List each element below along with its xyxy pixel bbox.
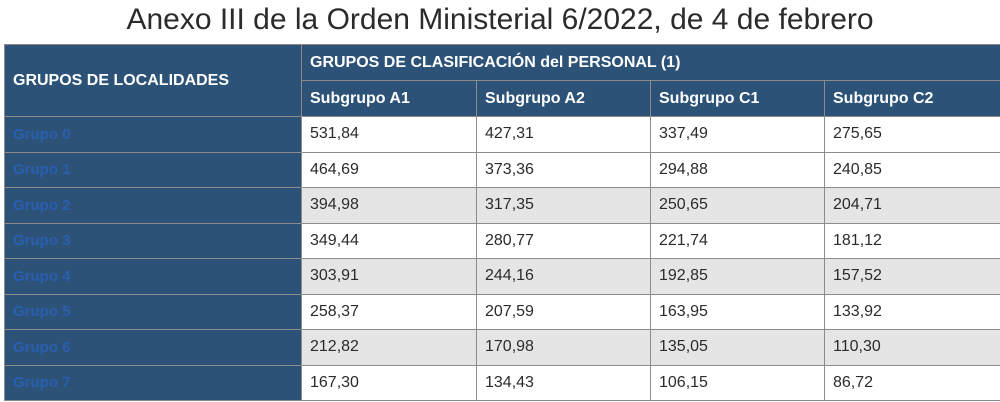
table-cell: 317,35: [476, 187, 651, 224]
table-cell: 204,71: [823, 187, 1000, 224]
table-cell: 531,84: [301, 116, 477, 153]
table-row-grupo-4: Grupo 4 303,91 244,16 192,85 157,52: [4, 258, 1000, 295]
table-row-grupo-0: Grupo 0 531,84 427,31 337,49 275,65: [4, 116, 1000, 153]
allowance-table: GRUPOS DE LOCALIDADES GRUPOS DE CLASIFIC…: [4, 44, 1000, 401]
table-cell: 170,98: [476, 329, 651, 366]
row-label[interactable]: Grupo 0: [4, 116, 302, 153]
table-cell: 373,36: [476, 151, 651, 188]
header-grupos-clasificacion: GRUPOS DE CLASIFICACIÓN del PERSONAL (1): [300, 44, 1000, 81]
row-label[interactable]: Grupo 4: [4, 258, 302, 295]
row-label[interactable]: Grupo 6: [4, 329, 302, 366]
table-cell: 207,59: [476, 293, 651, 330]
column-header-subgrupo-a2: Subgrupo A2: [476, 80, 651, 117]
table-cell: 349,44: [301, 222, 477, 259]
table-cell: 157,52: [823, 258, 1000, 295]
row-label[interactable]: Grupo 5: [4, 293, 302, 330]
table-cell: 464,69: [301, 151, 477, 188]
table-row-grupo-3: Grupo 3 349,44 280,77 221,74 181,12: [4, 222, 1000, 259]
table-row-grupo-2: Grupo 2 394,98 317,35 250,65 204,71: [4, 187, 1000, 224]
table-cell: 240,85: [823, 151, 1000, 188]
header-grupos-localidades: GRUPOS DE LOCALIDADES: [4, 44, 302, 117]
table-cell: 163,95: [650, 293, 825, 330]
table-cell: 106,15: [650, 364, 825, 401]
row-label[interactable]: Grupo 1: [4, 151, 302, 188]
table-cell: 427,31: [476, 116, 651, 153]
table-cell: 181,12: [823, 222, 1000, 259]
table-cell: 280,77: [476, 222, 651, 259]
table-cell: 110,30: [823, 329, 1000, 366]
table-cell: 275,65: [823, 116, 1000, 153]
table-cell: 244,16: [476, 258, 651, 295]
row-label[interactable]: Grupo 2: [4, 187, 302, 224]
table-cell: 86,72: [823, 364, 1000, 401]
table-cell: 250,65: [650, 187, 825, 224]
row-label[interactable]: Grupo 3: [4, 222, 302, 259]
table-cell: 337,49: [650, 116, 825, 153]
table-cell: 303,91: [301, 258, 477, 295]
table-cell: 167,30: [301, 364, 477, 401]
table-row-grupo-1: Grupo 1 464,69 373,36 294,88 240,85: [4, 151, 1000, 188]
table-cell: 135,05: [650, 329, 825, 366]
page-title: Anexo III de la Orden Ministerial 6/2022…: [126, 3, 874, 36]
table-row-grupo-6: Grupo 6 212,82 170,98 135,05 110,30: [4, 329, 1000, 366]
table-cell: 394,98: [301, 187, 477, 224]
table-cell: 212,82: [301, 329, 477, 366]
column-header-subgrupo-c1: Subgrupo C1: [650, 80, 825, 117]
table-cell: 133,92: [823, 293, 1000, 330]
table-cell: 192,85: [650, 258, 825, 295]
table-cell: 134,43: [476, 364, 651, 401]
table-row-grupo-7: Grupo 7 167,30 134,43 106,15 86,72: [4, 364, 1000, 401]
table-cell: 258,37: [301, 293, 477, 330]
table-row-grupo-5: Grupo 5 258,37 207,59 163,95 133,92: [4, 293, 1000, 330]
column-header-subgrupo-c2: Subgrupo C2: [823, 80, 1000, 117]
table-cell: 294,88: [650, 151, 825, 188]
row-label[interactable]: Grupo 7: [4, 364, 302, 401]
table-cell: 221,74: [650, 222, 825, 259]
column-header-subgrupo-a1: Subgrupo A1: [301, 80, 477, 117]
